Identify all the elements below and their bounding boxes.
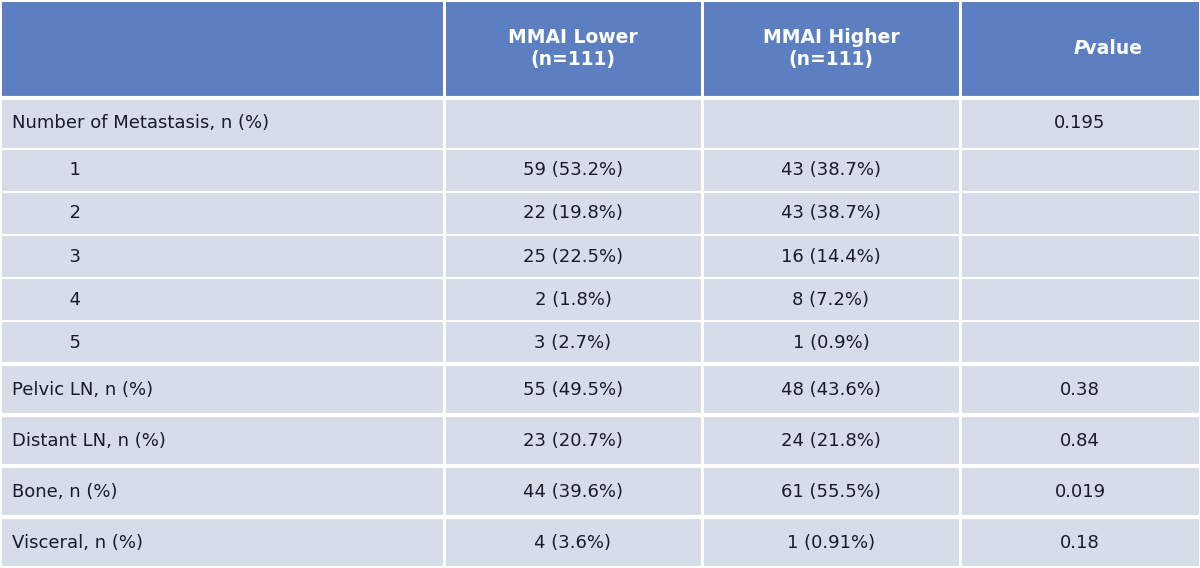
Bar (960, 466, 1200, 517)
Bar (444, 517, 702, 568)
Bar (0, 149, 444, 192)
Text: 48 (43.6%): 48 (43.6%) (781, 381, 881, 399)
Bar (0, 98, 444, 149)
Bar (444, 321, 702, 364)
Text: 0.38: 0.38 (1060, 381, 1100, 399)
Bar (0, 278, 444, 321)
Text: 2: 2 (58, 204, 80, 223)
Text: 61 (55.5%): 61 (55.5%) (781, 483, 881, 500)
Text: 0.18: 0.18 (1060, 533, 1100, 552)
Bar (444, 98, 702, 149)
Text: 8 (7.2%): 8 (7.2%) (792, 291, 870, 308)
Text: Bone, n (%): Bone, n (%) (12, 483, 118, 500)
Bar (702, 278, 960, 321)
Bar (444, 415, 702, 466)
Bar (702, 0, 960, 98)
Text: 22 (19.8%): 22 (19.8%) (523, 204, 623, 223)
Bar (960, 149, 1200, 192)
Bar (702, 415, 960, 466)
Text: 44 (39.6%): 44 (39.6%) (523, 483, 623, 500)
Bar (0, 321, 444, 364)
Text: 16 (14.4%): 16 (14.4%) (781, 248, 881, 266)
Bar (960, 321, 1200, 364)
Bar (444, 192, 702, 235)
Bar (444, 235, 702, 278)
Text: 4: 4 (58, 291, 80, 308)
Bar (960, 364, 1200, 415)
Text: 0.195: 0.195 (1055, 114, 1105, 132)
Text: 1: 1 (58, 161, 80, 179)
Bar (444, 149, 702, 192)
Text: 55 (49.5%): 55 (49.5%) (523, 381, 623, 399)
Bar (702, 98, 960, 149)
Bar (0, 517, 444, 568)
Text: Number of Metastasis, n (%): Number of Metastasis, n (%) (12, 114, 269, 132)
Text: 0.84: 0.84 (1060, 432, 1100, 450)
Bar (960, 415, 1200, 466)
Bar (444, 466, 702, 517)
Text: 0.019: 0.019 (1055, 483, 1105, 500)
Text: 23 (20.7%): 23 (20.7%) (523, 432, 623, 450)
Text: 25 (22.5%): 25 (22.5%) (523, 248, 623, 266)
Text: MMAI Lower
(n=111): MMAI Lower (n=111) (508, 28, 638, 69)
Bar (702, 364, 960, 415)
Bar (960, 98, 1200, 149)
Text: 43 (38.7%): 43 (38.7%) (781, 161, 881, 179)
Text: 3 (2.7%): 3 (2.7%) (534, 334, 612, 352)
Bar (444, 364, 702, 415)
Text: 59 (53.2%): 59 (53.2%) (523, 161, 623, 179)
Text: 4 (3.6%): 4 (3.6%) (534, 533, 612, 552)
Text: 24 (21.8%): 24 (21.8%) (781, 432, 881, 450)
Bar (0, 235, 444, 278)
Bar (702, 149, 960, 192)
Bar (960, 192, 1200, 235)
Bar (702, 321, 960, 364)
Text: P: P (1073, 39, 1087, 59)
Bar (0, 0, 444, 98)
Bar (0, 192, 444, 235)
Bar (702, 466, 960, 517)
Bar (702, 517, 960, 568)
Bar (0, 364, 444, 415)
Text: 43 (38.7%): 43 (38.7%) (781, 204, 881, 223)
Bar (960, 0, 1200, 98)
Text: Distant LN, n (%): Distant LN, n (%) (12, 432, 166, 450)
Text: Pelvic LN, n (%): Pelvic LN, n (%) (12, 381, 154, 399)
Text: 1 (0.9%): 1 (0.9%) (793, 334, 869, 352)
Bar (702, 192, 960, 235)
Bar (960, 235, 1200, 278)
Bar (444, 0, 702, 98)
Text: 3: 3 (58, 248, 80, 266)
Bar (702, 235, 960, 278)
Bar (960, 278, 1200, 321)
Text: 2 (1.8%): 2 (1.8%) (534, 291, 612, 308)
Text: value: value (1078, 39, 1142, 59)
Bar (0, 415, 444, 466)
Bar (960, 517, 1200, 568)
Text: Visceral, n (%): Visceral, n (%) (12, 533, 143, 552)
Bar (0, 466, 444, 517)
Text: MMAI Higher
(n=111): MMAI Higher (n=111) (763, 28, 899, 69)
Bar (444, 278, 702, 321)
Text: 1 (0.91%): 1 (0.91%) (787, 533, 875, 552)
Text: 5: 5 (58, 334, 80, 352)
